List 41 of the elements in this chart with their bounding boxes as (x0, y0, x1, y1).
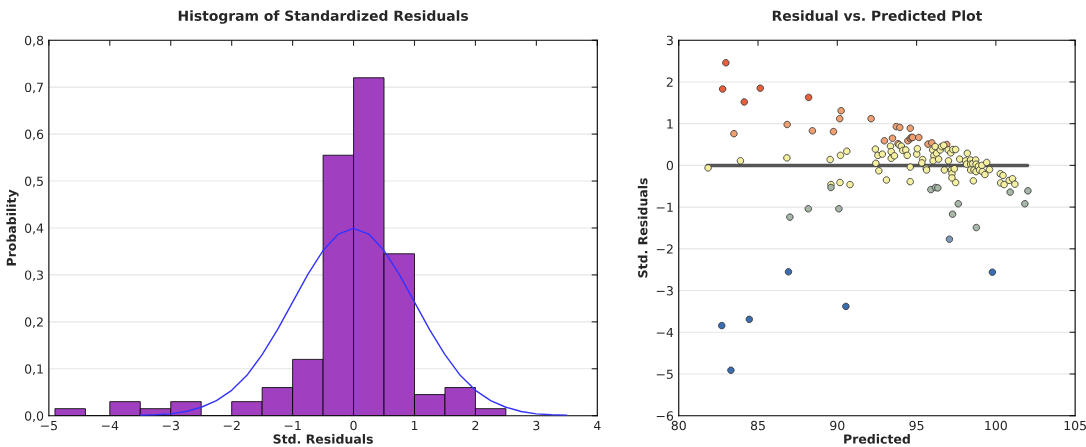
y-tick-label: 1 (667, 119, 673, 129)
y-tick-label: −1 (656, 202, 673, 212)
x-tick-label: 2 (472, 420, 479, 431)
x-tick-label: 1 (411, 420, 418, 431)
y-tick-label: 0,7 (24, 82, 43, 94)
y-tick-label: −2 (656, 244, 673, 254)
x-tick-label: 0 (350, 420, 357, 431)
x-tick-label: 4 (593, 420, 601, 431)
x-tick-label: 3 (533, 420, 540, 431)
y-tick-label: 0,5 (24, 176, 43, 188)
y-tick-label: −5 (656, 369, 673, 379)
chart-title: Histogram of Standardized Residuals (178, 10, 468, 24)
y-tick-label: 0,0 (24, 411, 44, 422)
y-tick-label: 2 (666, 77, 673, 87)
x-tick-label: −3 (162, 420, 179, 431)
x-tick-label: −4 (101, 420, 119, 431)
y-tick-label: −6 (656, 411, 674, 421)
y-axis-title: Std. Residuals (637, 178, 648, 278)
chart-title: Residual vs. Predicted Plot (772, 10, 982, 21)
y-tick-label: 0,1 (24, 364, 43, 375)
x-tick-label: 85 (750, 420, 765, 431)
y-tick-label: 0,8 (24, 35, 44, 47)
x-tick-label: 80 (671, 420, 686, 431)
y-tick-label: −3 (656, 286, 673, 296)
x-tick-label: 95 (909, 420, 924, 431)
x-tick-label: 90 (830, 420, 845, 431)
y-tick-label: 0 (666, 160, 674, 171)
x-tick-label: −1 (284, 420, 301, 431)
x-axis-title: Predicted (844, 434, 910, 444)
y-axis-title: Probability (6, 189, 19, 266)
x-tick-label: −2 (223, 420, 240, 431)
y-tick-label: 0,4 (24, 223, 44, 235)
x-tick-label: 100 (985, 420, 1007, 431)
x-tick-label: −5 (40, 420, 57, 431)
y-tick-label: 0,2 (24, 317, 43, 329)
y-tick-label: −4 (656, 327, 674, 338)
y-tick-label: 3 (666, 35, 673, 46)
x-axis-title: Std. Residuals (273, 434, 373, 444)
y-tick-label: 0,3 (24, 270, 44, 282)
y-tick-label: 0,6 (24, 129, 44, 141)
x-tick-label: 105 (1064, 420, 1086, 431)
